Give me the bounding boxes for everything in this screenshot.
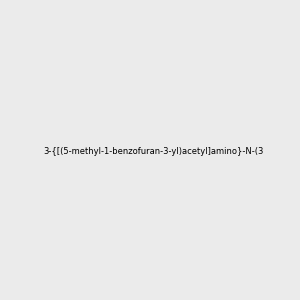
Text: 3-{[(5-methyl-1-benzofuran-3-yl)acetyl]amino}-N-(3: 3-{[(5-methyl-1-benzofuran-3-yl)acetyl]a… [44,147,264,156]
